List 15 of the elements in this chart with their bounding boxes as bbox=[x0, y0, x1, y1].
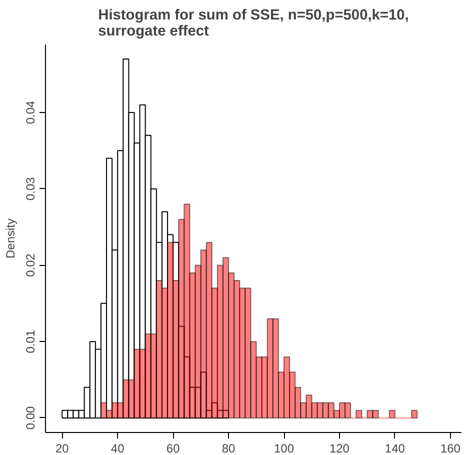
x-tick-label: 80 bbox=[222, 442, 236, 455]
y-tick-label: 0.03 bbox=[24, 176, 38, 201]
x-tick-label: 160 bbox=[440, 442, 461, 455]
y-axis-title: Density bbox=[4, 218, 18, 259]
chart-title: Histogram for sum of SSE, n=50,p=500,k=10, surrogate effect bbox=[98, 8, 409, 40]
x-tick-label: 40 bbox=[110, 442, 125, 455]
x-tick-label: 120 bbox=[329, 442, 350, 455]
x-tick-label: 100 bbox=[274, 442, 294, 455]
x-tick-label: 140 bbox=[384, 442, 406, 455]
y-tick-label: 0.01 bbox=[24, 330, 38, 354]
y-tick-label: 0.04 bbox=[24, 100, 38, 124]
y-tick-label: 0.00 bbox=[24, 406, 38, 430]
x-tick-label: 20 bbox=[55, 442, 70, 455]
y-tick-label: 0.02 bbox=[24, 253, 38, 277]
x-tick-label: 60 bbox=[166, 442, 180, 455]
